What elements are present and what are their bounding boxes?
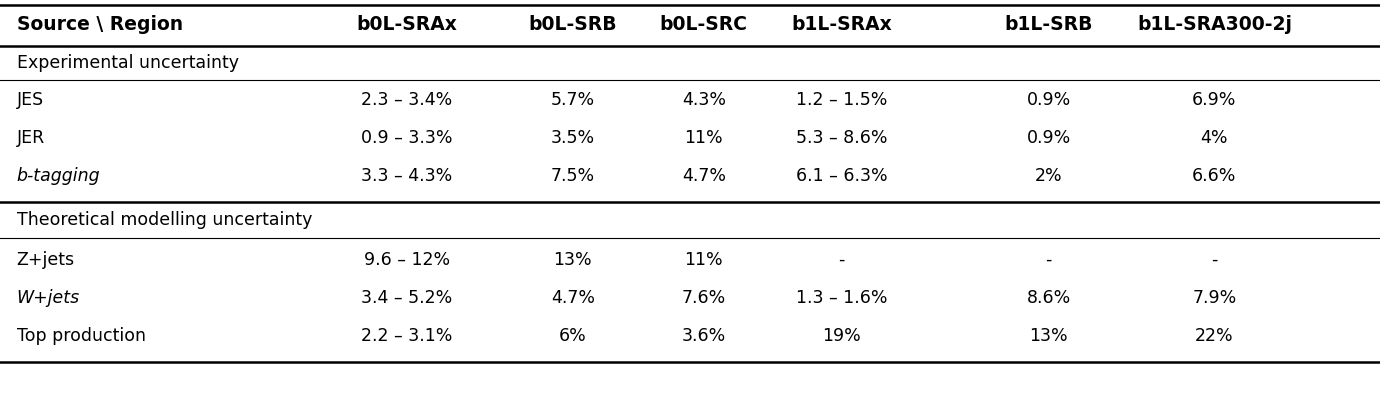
Text: b1L-SRA300-2j: b1L-SRA300-2j — [1137, 15, 1292, 34]
Text: Top production: Top production — [17, 327, 145, 345]
Text: 5.7%: 5.7% — [551, 91, 595, 109]
Text: -: - — [1046, 251, 1052, 269]
Text: 6.1 – 6.3%: 6.1 – 6.3% — [796, 167, 887, 185]
Text: 2.3 – 3.4%: 2.3 – 3.4% — [362, 91, 453, 109]
Text: b1L-SRAx: b1L-SRAx — [791, 15, 893, 34]
Text: 8.6%: 8.6% — [1027, 289, 1071, 307]
Text: 0.9%: 0.9% — [1027, 91, 1071, 109]
Text: W+jets: W+jets — [17, 289, 80, 307]
Text: 6%: 6% — [559, 327, 586, 345]
Text: 4.7%: 4.7% — [551, 289, 595, 307]
Text: Experimental uncertainty: Experimental uncertainty — [17, 54, 239, 72]
Text: 1.2 – 1.5%: 1.2 – 1.5% — [796, 91, 887, 109]
Text: 4.7%: 4.7% — [682, 167, 726, 185]
Text: 3.3 – 4.3%: 3.3 – 4.3% — [362, 167, 453, 185]
Text: -: - — [1212, 251, 1217, 269]
Text: 9.6 – 12%: 9.6 – 12% — [364, 251, 450, 269]
Text: 22%: 22% — [1195, 327, 1234, 345]
Text: -: - — [839, 251, 845, 269]
Text: 7.5%: 7.5% — [551, 167, 595, 185]
Text: 1.3 – 1.6%: 1.3 – 1.6% — [796, 289, 887, 307]
Text: 7.6%: 7.6% — [682, 289, 726, 307]
Text: 19%: 19% — [822, 327, 861, 345]
Text: 4%: 4% — [1201, 129, 1228, 147]
Text: 5.3 – 8.6%: 5.3 – 8.6% — [796, 129, 887, 147]
Text: 6.6%: 6.6% — [1192, 167, 1236, 185]
Text: 2%: 2% — [1035, 167, 1063, 185]
Text: 0.9%: 0.9% — [1027, 129, 1071, 147]
Text: b0L-SRB: b0L-SRB — [529, 15, 617, 34]
Text: 13%: 13% — [1029, 327, 1068, 345]
Text: Z+jets: Z+jets — [17, 251, 75, 269]
Text: b-tagging: b-tagging — [17, 167, 101, 185]
Text: 7.9%: 7.9% — [1192, 289, 1236, 307]
Text: b0L-SRAx: b0L-SRAx — [356, 15, 458, 34]
Text: JER: JER — [17, 129, 44, 147]
Text: 6.9%: 6.9% — [1192, 91, 1236, 109]
Text: 3.5%: 3.5% — [551, 129, 595, 147]
Text: 4.3%: 4.3% — [682, 91, 726, 109]
Text: JES: JES — [17, 91, 44, 109]
Text: 0.9 – 3.3%: 0.9 – 3.3% — [362, 129, 453, 147]
Text: b1L-SRB: b1L-SRB — [1005, 15, 1093, 34]
Text: 13%: 13% — [553, 251, 592, 269]
Text: 2.2 – 3.1%: 2.2 – 3.1% — [362, 327, 453, 345]
Text: 3.4 – 5.2%: 3.4 – 5.2% — [362, 289, 453, 307]
Text: Theoretical modelling uncertainty: Theoretical modelling uncertainty — [17, 211, 312, 229]
Text: 11%: 11% — [684, 251, 723, 269]
Text: 11%: 11% — [684, 129, 723, 147]
Text: b0L-SRC: b0L-SRC — [660, 15, 748, 34]
Text: Source \ Region: Source \ Region — [17, 15, 182, 34]
Text: 3.6%: 3.6% — [682, 327, 726, 345]
